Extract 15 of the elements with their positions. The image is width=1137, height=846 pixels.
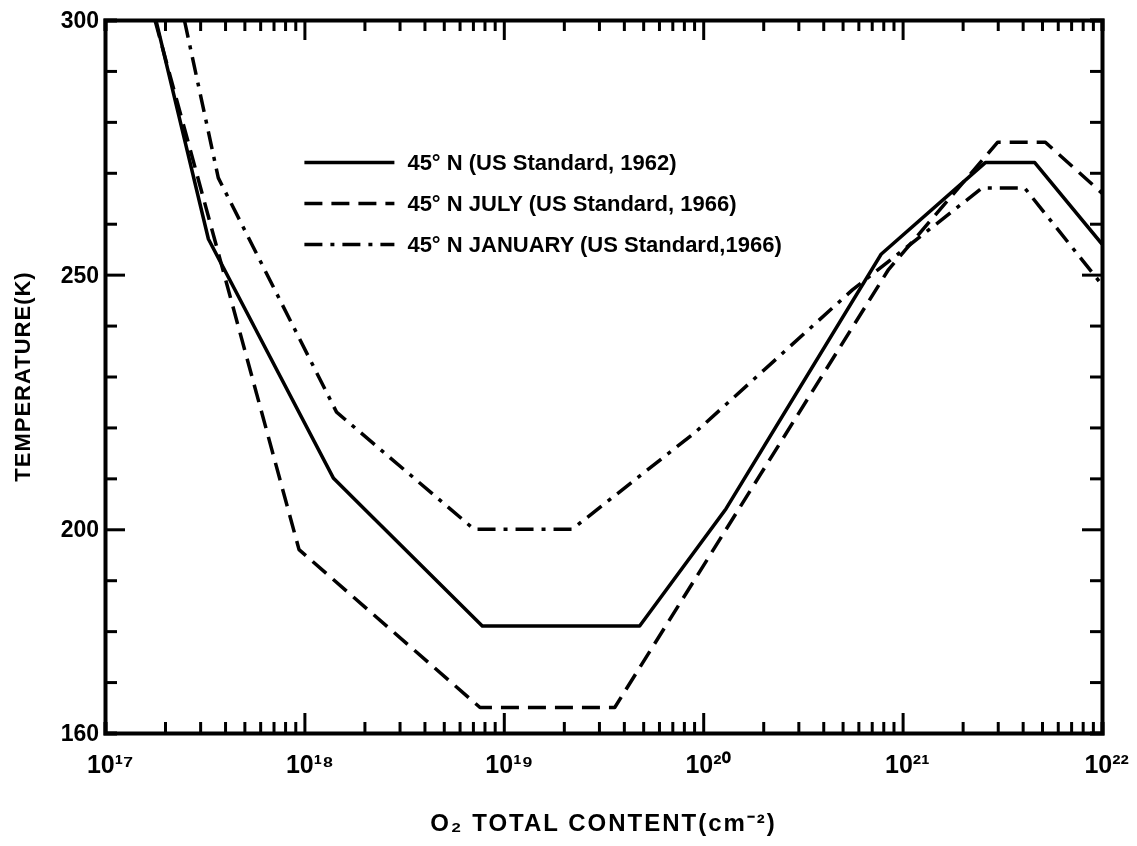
- x-axis-title: O₂ TOTAL CONTENT(cm⁻²): [430, 809, 777, 836]
- legend-label: 45° N JULY (US Standard, 1966): [407, 191, 737, 217]
- legend-label: 45° N JANUARY (US Standard,1966): [407, 232, 782, 258]
- y-tick-label: 250: [60, 261, 99, 288]
- x-tick-label: 10¹⁷: [86, 749, 134, 778]
- y-tick-label: 160: [60, 719, 99, 746]
- x-tick-label: 10²²: [1084, 749, 1129, 778]
- legend-label: 45° N (US Standard, 1962): [407, 150, 677, 176]
- x-tick-label: 10²⁰: [685, 749, 731, 778]
- x-tick-label: 10¹⁸: [285, 749, 334, 778]
- x-tick-label: 10²¹: [885, 749, 930, 778]
- y-tick-label: 200: [60, 516, 99, 543]
- x-tick-label: 10¹⁹: [485, 749, 534, 778]
- y-axis-title: TEMPERATURE(K): [10, 271, 35, 482]
- y-tick-label: 300: [60, 6, 99, 33]
